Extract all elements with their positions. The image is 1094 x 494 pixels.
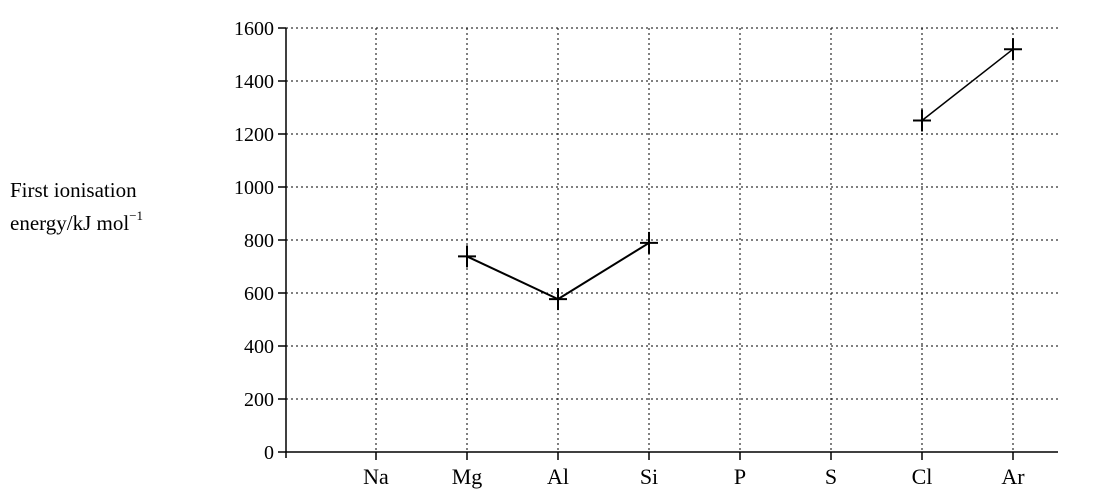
y-tick-label: 1000 <box>234 177 274 199</box>
y-tick-label: 600 <box>244 283 274 305</box>
y-tick-label: 0 <box>264 442 274 464</box>
y-axis-label-line2: energy/kJ mol <box>10 211 130 235</box>
x-tick-label: Na <box>363 464 389 489</box>
x-tick-label: Mg <box>452 464 483 489</box>
y-tick-label: 1200 <box>234 124 274 146</box>
x-tick-label: Cl <box>912 464 933 489</box>
x-tick-label: P <box>734 464 746 489</box>
y-tick-label: 400 <box>244 336 274 358</box>
x-tick-label: Si <box>640 464 658 489</box>
x-tick-label: Ar <box>1001 464 1025 489</box>
series-line-segment <box>557 242 650 300</box>
series-line-segment <box>921 48 1014 122</box>
x-tick-label: S <box>825 464 837 489</box>
y-axis-label-line1: First ionisation <box>10 178 137 202</box>
y-axis-label-superscript: −1 <box>129 208 144 223</box>
y-axis-label: First ionisation energy/kJ mol−1 <box>10 176 210 237</box>
y-tick-label: 1400 <box>234 71 274 93</box>
series-line-segment <box>466 255 559 301</box>
y-tick-label: 1600 <box>234 18 274 40</box>
y-tick-label: 200 <box>244 389 274 411</box>
y-tick-label: 800 <box>244 230 274 252</box>
x-tick-label: Al <box>547 464 569 489</box>
